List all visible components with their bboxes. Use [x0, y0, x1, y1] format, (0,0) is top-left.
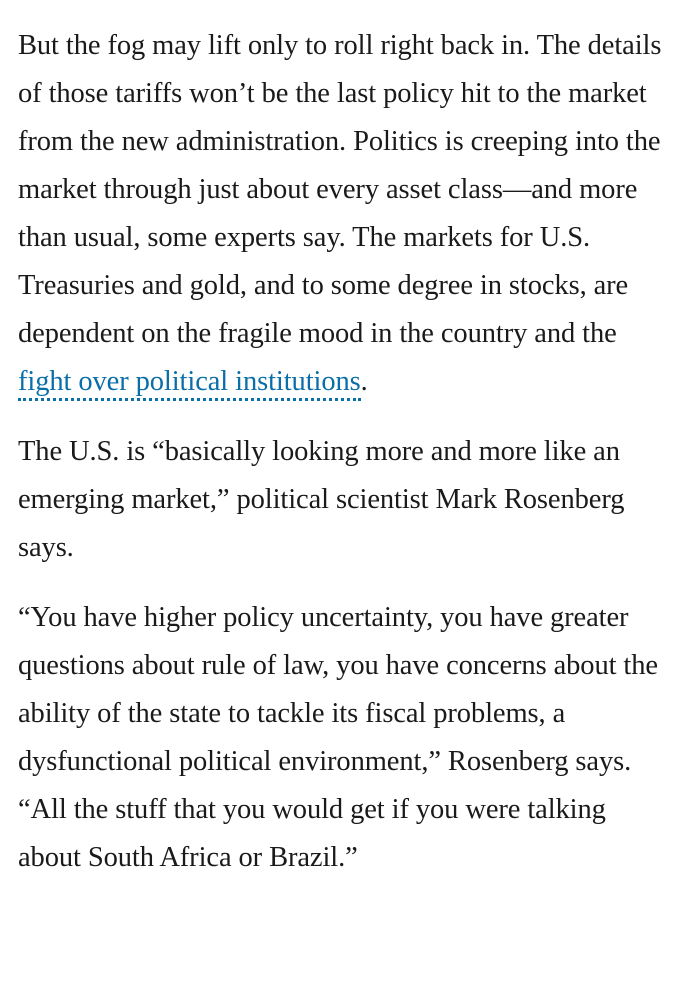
paragraph-2: The U.S. is “basically looking more and …: [18, 436, 625, 563]
paragraph-1-end: .: [360, 366, 368, 397]
paragraph-3: “You have higher policy uncertainty, you…: [18, 602, 658, 873]
political-institutions-link[interactable]: fight over political institutions: [18, 366, 361, 401]
paragraph-1: But the fog may lift only to roll right …: [18, 22, 672, 406]
paragraph-1-text: But the fog may lift only to roll right …: [18, 30, 662, 349]
article-body: But the fog may lift only to roll right …: [18, 22, 672, 873]
